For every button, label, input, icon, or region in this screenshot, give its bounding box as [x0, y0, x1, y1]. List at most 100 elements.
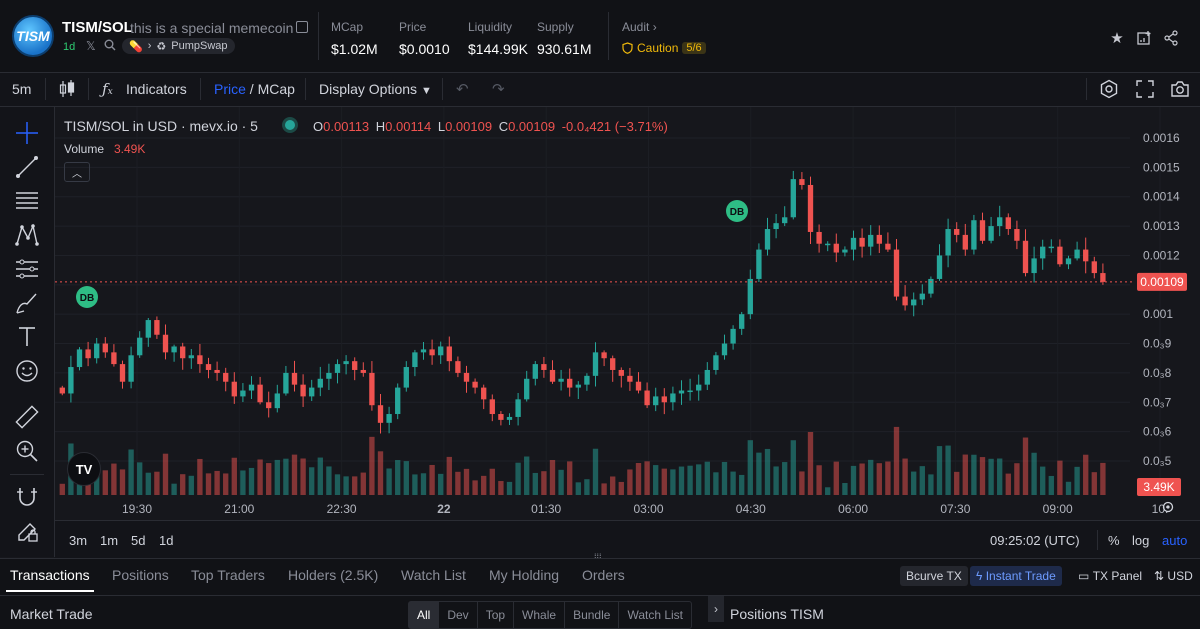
candle-body[interactable]: [911, 299, 917, 306]
candle-body[interactable]: [59, 387, 65, 394]
utc-clock[interactable]: 09:25:02 (UTC): [990, 533, 1080, 548]
candle-body[interactable]: [945, 229, 951, 256]
candle-body[interactable]: [1022, 240, 1029, 274]
currency-toggle[interactable]: ⇅ USD: [1148, 566, 1199, 586]
price-chart[interactable]: DBDB0.00160.00150.00140.00130.00120.0010…: [55, 107, 1200, 557]
candle-body[interactable]: [429, 349, 435, 356]
candle-body[interactable]: [601, 352, 607, 359]
candle-body[interactable]: [532, 364, 538, 379]
filter-bundle[interactable]: Bundle: [565, 602, 620, 628]
candle-body[interactable]: [240, 390, 246, 397]
candle-body[interactable]: [644, 390, 650, 406]
candle-body[interactable]: [997, 217, 1003, 227]
candle-body[interactable]: [1048, 246, 1054, 249]
candle-body[interactable]: [231, 381, 237, 397]
candle-body[interactable]: [825, 243, 831, 246]
candle-body[interactable]: [257, 384, 263, 403]
candle-body[interactable]: [842, 249, 848, 253]
candle-body[interactable]: [360, 369, 366, 373]
indicators-button[interactable]: Indicators: [126, 81, 187, 97]
range-1d[interactable]: 1d: [159, 533, 174, 548]
filter-top[interactable]: Top: [478, 602, 515, 628]
magnet-icon[interactable]: [14, 484, 40, 510]
candle-body[interactable]: [180, 346, 186, 359]
candle-body[interactable]: [420, 349, 427, 353]
candle-body[interactable]: [283, 372, 289, 394]
interval-selector[interactable]: 5m: [12, 81, 32, 97]
candle-body[interactable]: [558, 378, 564, 382]
candle-body[interactable]: [403, 367, 409, 388]
candle-body[interactable]: [713, 355, 719, 370]
candle-body[interactable]: [868, 234, 874, 247]
ruler-icon[interactable]: [14, 404, 40, 430]
range-3m[interactable]: 3m: [69, 533, 88, 548]
candle-body[interactable]: [171, 346, 177, 353]
candle-body[interactable]: [395, 387, 401, 415]
candle-body[interactable]: [678, 390, 685, 394]
candle-body[interactable]: [962, 234, 968, 250]
tradingview-logo[interactable]: TV: [67, 452, 101, 486]
candle-body[interactable]: [446, 346, 452, 362]
candle-body[interactable]: [197, 355, 203, 365]
candle-body[interactable]: [1031, 258, 1037, 274]
candle-body[interactable]: [739, 314, 745, 329]
range-5d[interactable]: 5d: [131, 533, 146, 548]
candle-body[interactable]: [627, 375, 633, 382]
dev-buy-marker[interactable]: [726, 200, 748, 222]
candle-body[interactable]: [188, 355, 194, 359]
crosshair-icon[interactable]: [14, 120, 40, 146]
x-twitter-icon[interactable]: 𝕏: [86, 39, 96, 53]
candle-body[interactable]: [979, 220, 986, 241]
mcap-toggle[interactable]: MCap: [257, 81, 295, 97]
tab-top-traders[interactable]: Top Traders: [191, 567, 265, 583]
candle-body[interactable]: [205, 364, 212, 370]
candle-body[interactable]: [816, 231, 822, 244]
candle-body[interactable]: [721, 343, 728, 356]
candle-body[interactable]: [653, 396, 659, 406]
candle-body[interactable]: [833, 243, 839, 253]
panel-expand-button[interactable]: ›: [708, 596, 724, 622]
candle-body[interactable]: [807, 184, 814, 232]
candle-body[interactable]: [902, 296, 908, 306]
candle-body[interactable]: [850, 237, 857, 250]
candle-body[interactable]: [94, 343, 100, 359]
candle-body[interactable]: [291, 372, 298, 385]
candle-body[interactable]: [1057, 246, 1063, 265]
candle-body[interactable]: [687, 390, 693, 393]
settings-icon[interactable]: [1099, 79, 1119, 102]
emoji-icon[interactable]: [14, 358, 40, 384]
candle-body[interactable]: [412, 352, 418, 368]
candle-body[interactable]: [1100, 273, 1106, 282]
share-icon[interactable]: [1161, 28, 1181, 48]
resize-handle[interactable]: ⁞⁞⁞: [594, 552, 602, 562]
display-options-button[interactable]: Display Options ▼: [319, 81, 432, 97]
candle-body[interactable]: [704, 369, 710, 385]
candle-body[interactable]: [1091, 261, 1097, 274]
filter-dev[interactable]: Dev: [439, 602, 478, 628]
candle-body[interactable]: [859, 237, 865, 247]
candle-body[interactable]: [773, 223, 779, 230]
candle-body[interactable]: [696, 384, 702, 391]
candle-body[interactable]: [214, 369, 220, 373]
candle-body[interactable]: [154, 320, 160, 335]
log-toggle[interactable]: log: [1132, 533, 1150, 548]
tab-watch-list[interactable]: Watch List: [401, 567, 466, 583]
candle-body[interactable]: [515, 399, 521, 417]
candle-body[interactable]: [1074, 249, 1080, 259]
candle-body[interactable]: [1014, 229, 1020, 241]
prediction-icon[interactable]: [14, 256, 40, 282]
candle-body[interactable]: [266, 402, 272, 409]
tx-panel-button[interactable]: ▭ TX Panel: [1072, 566, 1148, 586]
fib-lines-icon[interactable]: [14, 188, 40, 214]
candle-body[interactable]: [971, 220, 977, 250]
candle-body[interactable]: [506, 416, 513, 420]
candle-body[interactable]: [455, 361, 461, 373]
candle-body[interactable]: [764, 229, 771, 250]
text-icon[interactable]: [14, 324, 40, 350]
candle-body[interactable]: [928, 278, 934, 294]
candle-body[interactable]: [584, 375, 590, 385]
percent-toggle[interactable]: %: [1108, 533, 1120, 548]
candle-body[interactable]: [1065, 258, 1072, 265]
candle-body[interactable]: [489, 399, 495, 415]
candle-body[interactable]: [334, 364, 341, 373]
